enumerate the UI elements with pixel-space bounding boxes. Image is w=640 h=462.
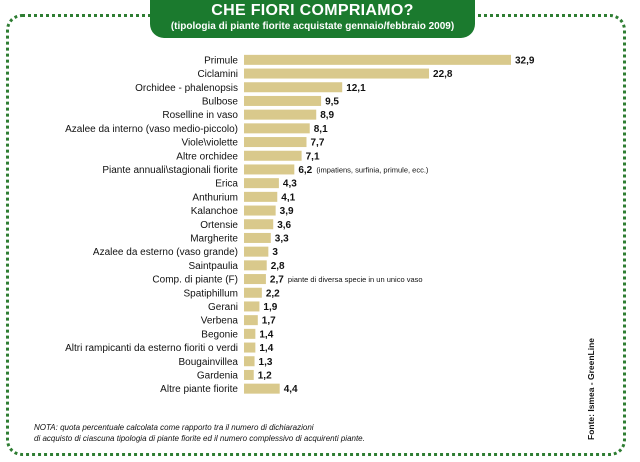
category-label: Bougainvillea: [179, 357, 239, 368]
value-label: 8,9: [320, 110, 334, 121]
bar: [244, 246, 269, 257]
value-label: 4,1: [281, 192, 295, 203]
category-label: Azalee da esterno (vaso grande): [93, 247, 238, 258]
category-label: Piante annuali\stagionali fiorite: [102, 165, 238, 176]
category-label: Kalanchoe: [191, 206, 239, 217]
bar: [244, 342, 256, 353]
category-label: Roselline in vaso: [162, 110, 238, 121]
footnote: NOTA: quota percentuale calcolata come r…: [34, 422, 365, 444]
value-label: 32,9: [515, 55, 535, 66]
bar: [244, 164, 295, 175]
bar: [244, 137, 307, 148]
value-label: 2,7: [270, 275, 284, 286]
category-label: Anthurium: [192, 192, 238, 203]
category-label: Ortensie: [200, 220, 238, 231]
value-label: 3: [272, 247, 278, 258]
bar: [244, 287, 262, 298]
category-label: Azalee da interno (vaso medio-piccolo): [65, 124, 238, 135]
bar: [244, 301, 260, 312]
bar: [244, 82, 343, 93]
category-label: Primule: [204, 55, 238, 66]
bar: [244, 315, 258, 326]
category-label: Altre orchidee: [176, 151, 238, 162]
bar: [244, 95, 322, 106]
chart-subtitle: (tipologia di piante fiorite acquistate …: [170, 21, 455, 32]
category-label: Erica: [215, 179, 238, 190]
value-label: 22,8: [433, 69, 453, 80]
header-banner: CHE FIORI COMPRIAMO? (tipologia di piant…: [150, 0, 475, 38]
bar: [244, 205, 276, 216]
category-label: Saintpaulia: [189, 261, 239, 272]
value-label: 2,2: [266, 288, 280, 299]
category-label: Gardenia: [197, 370, 239, 381]
value-label: 1,4: [259, 329, 273, 340]
bar: [244, 356, 255, 367]
value-label: 8,1: [314, 124, 328, 135]
category-label: Spatiphillum: [184, 288, 238, 299]
annotation-label: (impatiens, surfinia, primule, ecc.): [316, 165, 429, 174]
value-label: 4,4: [284, 384, 298, 395]
bar: [244, 150, 302, 161]
value-label: 1,7: [262, 316, 276, 327]
category-label: Ciclamini: [197, 69, 238, 80]
value-label: 4,3: [283, 179, 297, 190]
category-label: Gerani: [208, 302, 238, 313]
value-label: 7,7: [310, 138, 324, 149]
value-label: 6,2: [298, 165, 312, 176]
bar: [244, 68, 430, 79]
value-label: 7,1: [306, 151, 320, 162]
value-label: 1,4: [259, 343, 273, 354]
value-label: 1,2: [258, 370, 272, 381]
category-label: Margherite: [190, 233, 238, 244]
value-label: 9,5: [325, 96, 339, 107]
value-label: 3,6: [277, 220, 291, 231]
value-label: 1,3: [259, 357, 273, 368]
category-label: Altri rampicanti da esterno fioriti o ve…: [65, 343, 238, 354]
footnote-line-2: di acquisto di ciascuna tipologia di pia…: [34, 434, 365, 443]
value-label: 3,3: [275, 233, 289, 244]
value-label: 3,9: [280, 206, 294, 217]
annotation-label: piante di diversa specie in un unico vas…: [288, 275, 423, 284]
bar: [244, 109, 317, 120]
bar: [244, 123, 310, 134]
bar: [244, 260, 267, 271]
bar: [244, 383, 280, 394]
bar: [244, 232, 271, 243]
category-label: Viole\violette: [181, 138, 238, 149]
bar: [244, 54, 511, 65]
category-label: Verbena: [201, 316, 239, 327]
category-label: Begonie: [201, 329, 238, 340]
bar: [244, 219, 274, 230]
bar: [244, 191, 278, 202]
bar: [244, 328, 256, 339]
chart-title: CHE FIORI COMPRIAMO?: [211, 2, 414, 19]
category-label: Altre piante fiorite: [160, 384, 238, 395]
bar: [244, 369, 254, 380]
value-label: 1,9: [263, 302, 277, 313]
footnote-line-1: NOTA: quota percentuale calcolata come r…: [34, 423, 314, 432]
bar: [244, 274, 266, 285]
bar: [244, 178, 279, 189]
source-label: Fonte: Ismea - GreenLine: [586, 337, 596, 440]
value-label: 12,1: [346, 83, 366, 94]
category-label: Bulbose: [202, 96, 239, 107]
category-label: Orchidee - phalenopsis: [135, 83, 238, 94]
category-label: Comp. di piante (F): [152, 275, 238, 286]
value-label: 2,8: [271, 261, 285, 272]
